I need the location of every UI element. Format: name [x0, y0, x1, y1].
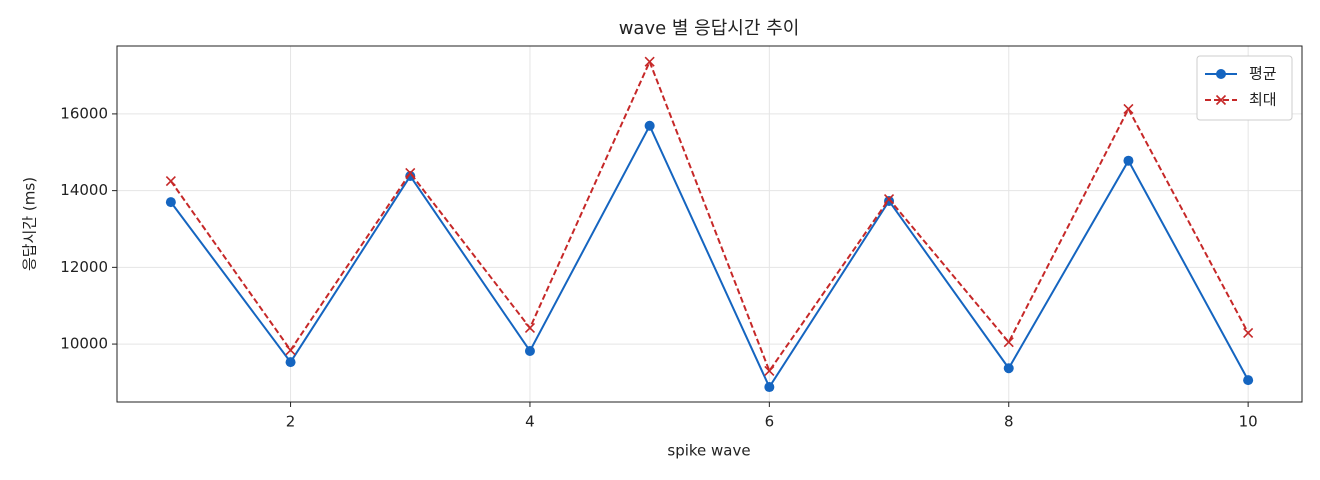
data-point: [883, 193, 895, 205]
data-point: [644, 56, 655, 67]
data-point: [165, 175, 176, 187]
y-tick-label: 10000: [60, 335, 108, 353]
series-line: [170, 59, 1250, 374]
legend-marker: [1215, 94, 1227, 106]
data-point: [764, 382, 775, 393]
x-tick-label: 2: [286, 413, 296, 431]
legend-label: 최대: [1249, 91, 1277, 109]
x-tick-label: 4: [525, 413, 535, 431]
chart-title: wave 별 응답시간 추이: [619, 18, 800, 39]
x-tick-label: 8: [1004, 413, 1014, 431]
data-point: [405, 171, 416, 182]
y-tick-label: 16000: [60, 104, 108, 122]
data-point: [165, 197, 176, 208]
data-point: [405, 167, 416, 179]
data-point: [1123, 155, 1134, 166]
y-tick-label: 12000: [60, 258, 108, 276]
data-point: [524, 322, 536, 334]
plot-frame: [116, 45, 1303, 403]
data-point: [1123, 103, 1134, 114]
data-point: [1003, 363, 1014, 374]
series-line: [170, 123, 1250, 390]
x-tick-label: 10: [1239, 413, 1258, 431]
data-point: [524, 345, 535, 356]
x-axis-label: spike wave: [667, 442, 750, 460]
x-tick-label: 6: [765, 413, 775, 431]
data-point: [1243, 327, 1254, 339]
data-point: [764, 365, 775, 376]
legend-label: 평균: [1249, 65, 1277, 83]
y-axis-label: 응답시간 (ms): [21, 177, 39, 271]
data-point: [1243, 375, 1254, 386]
data-point: [1003, 337, 1014, 348]
data-point: [285, 345, 296, 356]
y-tick-label: 14000: [60, 181, 108, 199]
legend-box: [1196, 55, 1293, 121]
legend-marker: [1216, 69, 1226, 79]
data-point: [644, 120, 655, 131]
data-point: [285, 357, 296, 368]
